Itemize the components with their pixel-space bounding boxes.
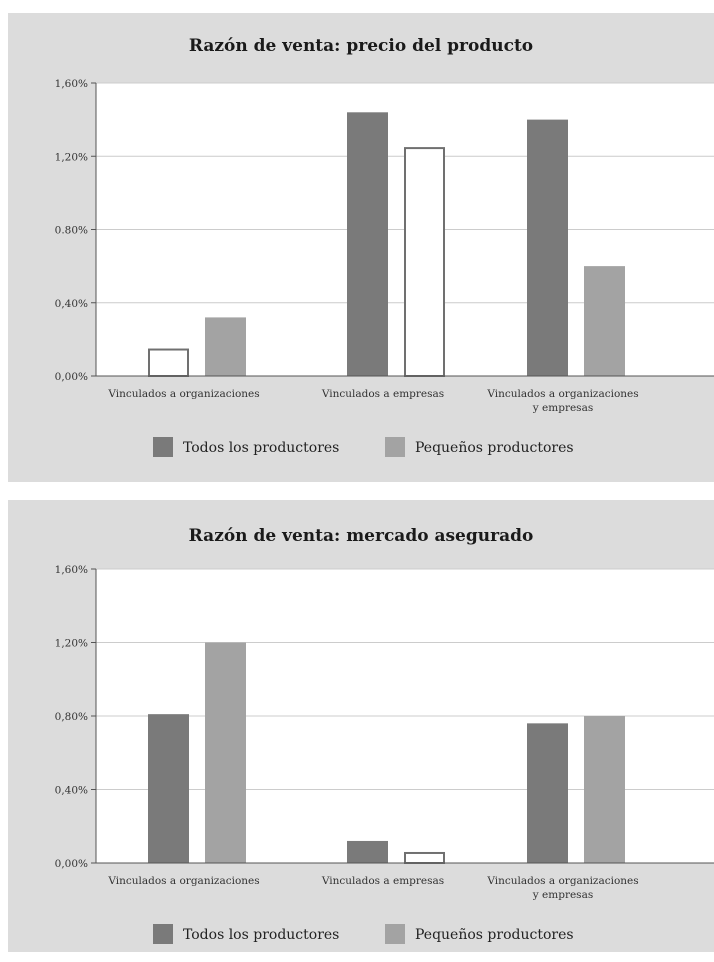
bar-todos-2 (527, 723, 568, 863)
chart-panel-precio: Razón de venta: precio del producto 0,00%… (8, 13, 714, 482)
legend-swatch (153, 924, 173, 944)
legend-label: Pequeños productores (415, 440, 574, 456)
y-tick-label: 0,80% (55, 711, 88, 723)
bar-pequenos-0 (205, 317, 246, 376)
y-tick-label: 0.80% (55, 225, 88, 237)
y-tick-label: 1,20% (55, 638, 88, 650)
bar-todos-1 (347, 840, 388, 863)
bar-pequenos-1 (404, 851, 445, 865)
bar-todos-0 (148, 714, 189, 863)
legend-label: Todos los productores (183, 927, 339, 943)
legend-swatch (385, 437, 405, 457)
legend-label: Pequeños productores (415, 927, 574, 943)
category-label: y empresas (532, 889, 593, 901)
y-tick-label: 0,40% (55, 785, 88, 797)
bar-pequenos-2 (584, 716, 625, 863)
legend-label: Todos los productores (183, 440, 339, 456)
bar-chart-mercado: Razón de venta: mercado asegurado 0,00% 0,… (55, 526, 714, 944)
y-tick-label: 1,20% (55, 151, 88, 163)
bar-pequenos-1 (404, 147, 445, 377)
bar-chart-precio: Razón de venta: precio del producto 0,00%… (55, 36, 714, 457)
y-tick-label: 1,60% (55, 564, 88, 576)
y-tick-label: 0,00% (55, 858, 88, 870)
bar-pequenos-2 (584, 266, 625, 376)
chart-title: Razón de venta: precio del producto (189, 36, 533, 56)
category-label: Vinculados a empresas (321, 875, 444, 887)
legend-swatch (153, 437, 173, 457)
bar-todos-0 (148, 348, 189, 377)
category-label: Vinculados a empresas (321, 388, 444, 400)
y-tick-label: 0,00% (55, 371, 88, 383)
category-label: y empresas (532, 402, 593, 414)
legend-swatch (385, 924, 405, 944)
category-label: Vinculados a organizaciones (486, 875, 638, 887)
bar-todos-1 (347, 112, 388, 377)
chart-title: Razón de venta: mercado asegurado (189, 526, 534, 546)
y-tick-label: 1,60% (55, 78, 88, 90)
bar-todos-2 (527, 119, 568, 376)
category-label: Vinculados a organizaciones (486, 388, 638, 400)
category-label: Vinculados a organizaciones (107, 875, 259, 887)
y-tick-label: 0,40% (55, 298, 88, 310)
bar-pequenos-0 (205, 642, 246, 863)
chart-panel-mercado: Razón de venta: mercado asegurado 0,00% 0,… (8, 500, 714, 952)
category-label: Vinculados a organizaciones (107, 388, 259, 400)
